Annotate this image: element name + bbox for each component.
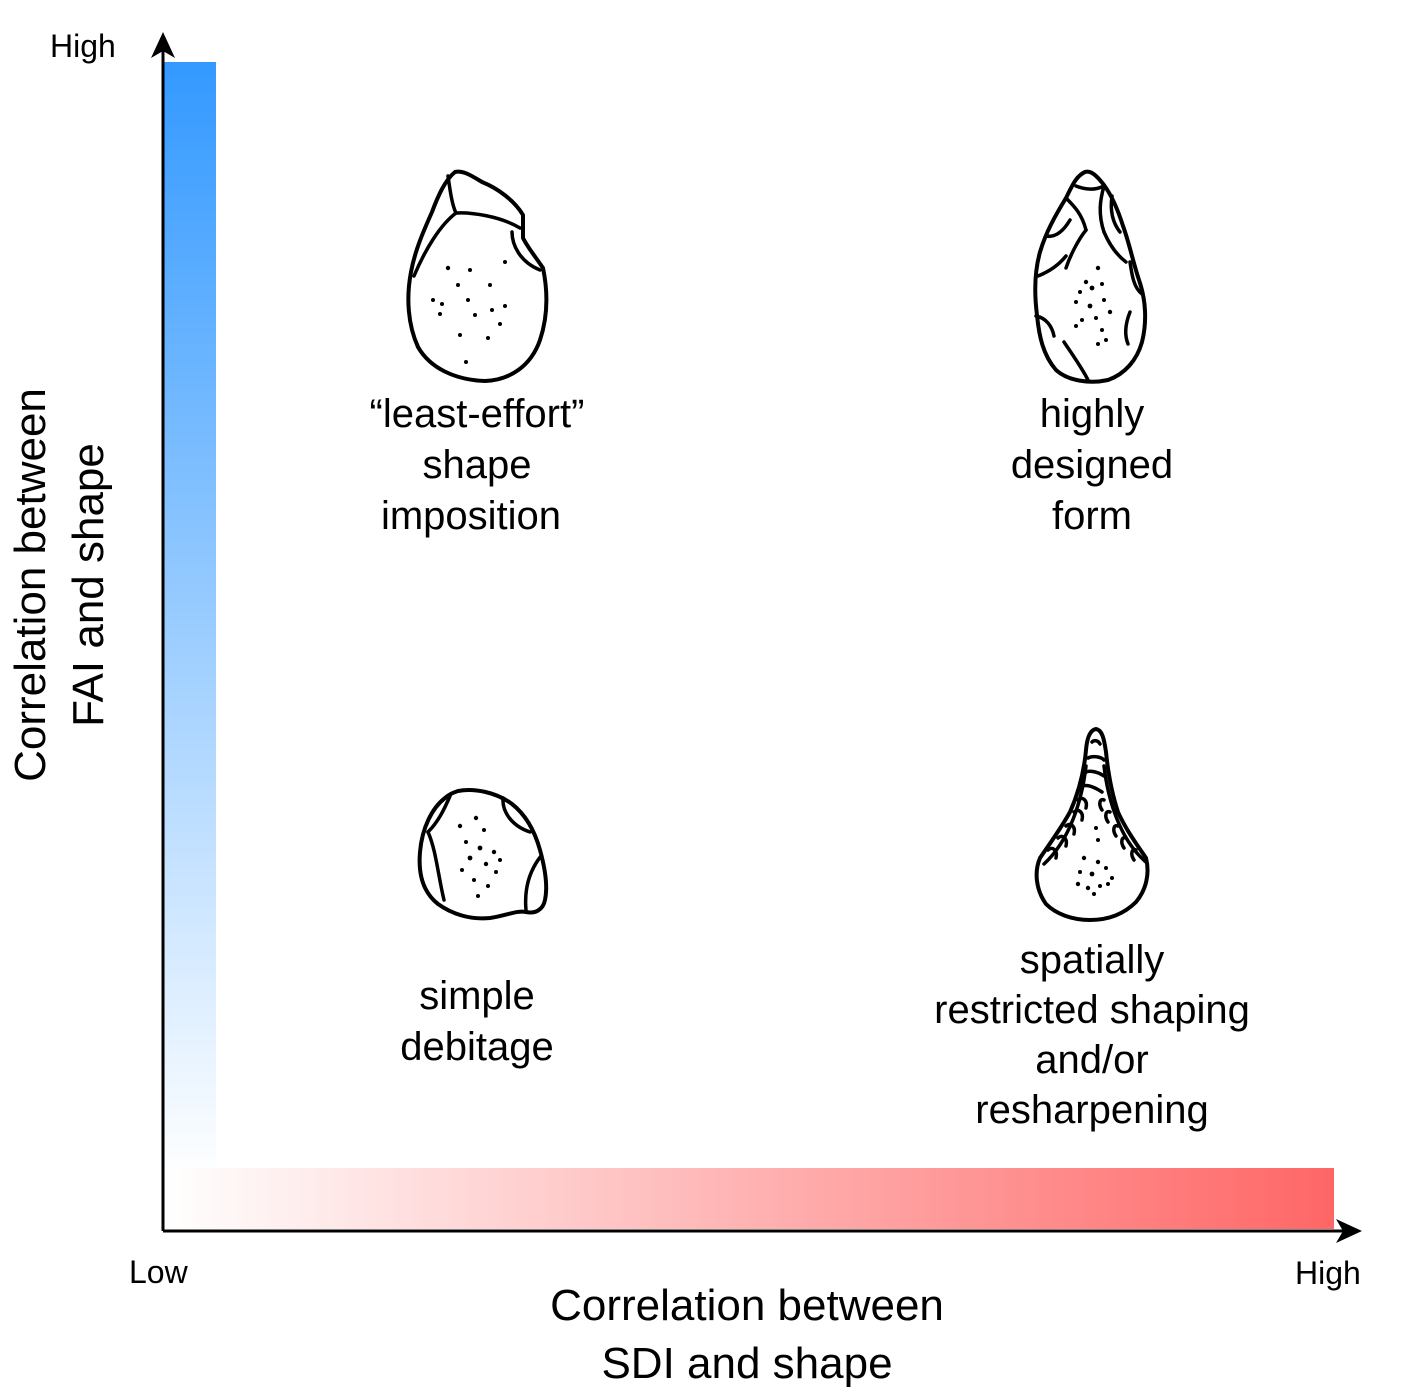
- label-line: designed: [1010, 443, 1174, 487]
- label-line: spatially: [1019, 938, 1165, 982]
- simple-debitage-flake-icon: [417, 788, 549, 921]
- label-line: “least-effort”: [369, 392, 585, 436]
- x-axis-low-label: Low: [129, 1254, 188, 1290]
- label-line: imposition: [380, 494, 562, 538]
- x-axis-arrowhead-icon: [1336, 1219, 1362, 1243]
- quadrant-label-top-left: “least-effort” shape imposition: [327, 389, 627, 542]
- label-line: form: [1052, 494, 1132, 538]
- label-line: simple: [419, 974, 535, 1018]
- restricted-shaping-tool-icon: [1034, 727, 1150, 922]
- highly-designed-tool-icon: [1033, 169, 1148, 384]
- y-gradient-bar: [163, 62, 216, 1179]
- y-axis-arrowhead-icon: [151, 32, 175, 58]
- label-line: shape: [422, 443, 532, 487]
- least-effort-tool-icon: [406, 169, 549, 383]
- y-axis-title-line: Correlation between: [6, 388, 55, 782]
- x-axis-title-line: Correlation between: [550, 1281, 944, 1330]
- label-line: resharpening: [975, 1088, 1209, 1132]
- quadrant-label-top-right: highly designed form: [942, 389, 1242, 542]
- x-axis-high-label: High: [1295, 1255, 1361, 1291]
- x-gradient-bar: [163, 1168, 1334, 1229]
- quadrant-label-bottom-right: spatially restricted shaping and/or resh…: [892, 935, 1292, 1135]
- label-line: and/or: [1035, 1038, 1149, 1082]
- x-axis-title: Correlation between SDI and shape: [447, 1277, 1047, 1393]
- label-line: highly: [1039, 392, 1145, 436]
- y-axis-title: Correlation between FAI and shape: [2, 285, 118, 885]
- label-line: debitage: [400, 1025, 554, 1069]
- y-axis-high-label: High: [50, 28, 116, 64]
- x-axis-title-line: SDI and shape: [601, 1339, 893, 1388]
- label-line: restricted shaping: [934, 988, 1250, 1032]
- y-axis-title-line: FAI and shape: [64, 443, 113, 727]
- quadrant-label-bottom-left: simple debitage: [327, 971, 627, 1073]
